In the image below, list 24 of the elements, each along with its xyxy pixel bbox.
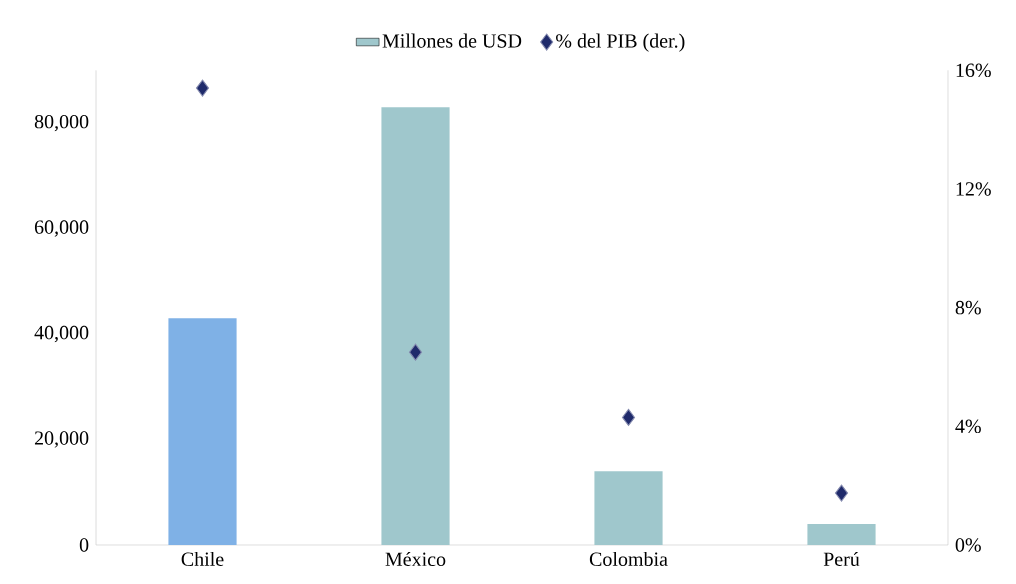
y-tick-label: 60,000 [34,220,89,237]
legend-label: Millones de USD [382,33,522,48]
bar [168,318,237,545]
point [834,484,849,502]
x-tick-label: Colombia [589,551,668,566]
y2-tick-label: 8% [955,300,981,315]
y2-tick-label: 0% [955,538,981,552]
bar [807,523,876,545]
y-tick-label: 20,000 [34,431,89,448]
y2-tick-label: 4% [955,419,981,434]
legend-label: % del PIB (der.) [556,33,685,52]
y-tick-label: 40,000 [34,325,89,343]
y-tick-label: 80,000 [34,114,89,132]
point [621,408,636,426]
bar [381,107,450,545]
x-tick-label: Chile [181,551,224,566]
point [408,343,423,361]
x-tick-label: México [385,551,446,567]
y-tick-label: 0 [79,538,89,552]
x-tick-label: Perú [823,551,860,567]
bar [594,471,663,545]
point [195,79,210,97]
y2-tick-label: 12% [956,182,991,196]
y2-tick-label: 16% [956,63,991,78]
